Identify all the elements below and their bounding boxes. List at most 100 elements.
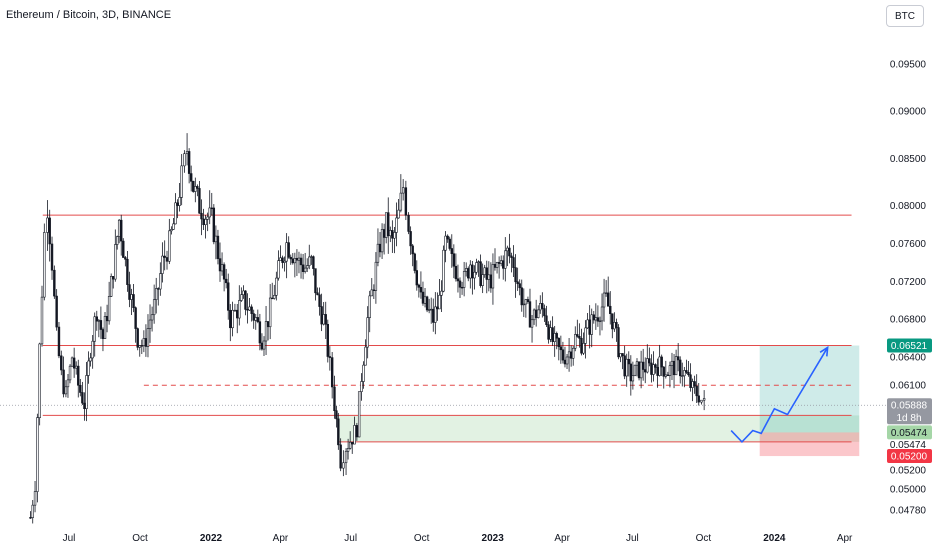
candle-body-50	[136, 328, 139, 348]
candle-body-226	[506, 247, 509, 252]
candle-body-2	[33, 491, 37, 506]
y-tick-label-4: 0.07600	[890, 239, 927, 250]
y-tick-label-8: 0.06100	[890, 381, 927, 392]
candle-body-237	[528, 301, 532, 328]
candle-body-114	[271, 297, 274, 300]
candle-body-20	[75, 365, 78, 369]
candle-body-321	[702, 398, 706, 401]
candle-body-43	[122, 240, 125, 258]
x-tick-label-8: Jul	[626, 533, 639, 544]
candle-body-291	[639, 361, 643, 379]
candle-body-147	[339, 444, 342, 469]
candle-body-134	[312, 256, 315, 269]
candle-body-21	[77, 365, 80, 386]
candle-body-32	[99, 320, 103, 330]
candle-body-170	[389, 230, 392, 237]
time-axis[interactable]: Jul Oct 2022 Apr Jul Oct 2023 Apr Jul Oct 2024 Apr	[63, 533, 853, 544]
current-price-label-countdown: 1d 8h	[896, 413, 921, 424]
candle-body-224	[502, 260, 505, 269]
candle-body-1	[31, 504, 34, 518]
candle-body-47	[130, 294, 133, 300]
candle-body-184	[419, 287, 423, 293]
candle-body-189	[430, 308, 433, 311]
candle-body-16	[66, 379, 70, 388]
candle-body-283	[623, 355, 626, 377]
candle-body-72	[183, 153, 186, 167]
candle-body-268	[592, 314, 595, 321]
candle-body-310	[679, 359, 682, 377]
candle-body-108	[258, 321, 262, 344]
candle-body-206	[464, 268, 468, 272]
candle-body-136	[316, 292, 319, 296]
candle-body-303	[664, 374, 668, 377]
candle-body-59	[155, 288, 158, 300]
candle-body-10	[53, 269, 56, 297]
candle-body-208	[469, 264, 472, 279]
candle-body-229	[512, 257, 515, 268]
candle-body-243	[541, 303, 544, 309]
candle-body-45	[126, 258, 129, 285]
entry-price-label: 0.05474	[891, 428, 928, 439]
candle-body-218	[489, 274, 493, 289]
candle-body-89	[218, 258, 222, 272]
candle-body-298	[654, 364, 657, 368]
candle-body-249	[553, 333, 556, 342]
candle-body-186	[423, 296, 427, 304]
candle-body-126	[295, 258, 299, 261]
candle-body-293	[644, 369, 647, 373]
candle-body-125	[293, 258, 297, 264]
candle-body-275	[606, 292, 610, 307]
candle-body-314	[687, 372, 690, 376]
candle-body-286	[629, 363, 633, 382]
candle-body-106	[254, 317, 257, 321]
candle-body-157	[362, 364, 365, 382]
candle-body-194	[440, 290, 443, 296]
candle-body-180	[411, 245, 414, 255]
candle-body-309	[676, 356, 680, 361]
candle-body-255	[565, 356, 569, 365]
candle-body-261	[578, 336, 581, 339]
candle-body-234	[522, 303, 526, 306]
level-layer	[0, 214, 886, 443]
candle-body-264	[584, 327, 587, 344]
candle-body-90	[220, 264, 224, 272]
candle-body-139	[322, 314, 325, 325]
candle-body-306	[670, 360, 674, 366]
candle-body-33	[101, 329, 105, 339]
price-axis[interactable]: 0.09500 0.09000 0.08500 0.08000 0.07600 0.072…	[887, 60, 932, 517]
candle-body-60	[157, 288, 160, 290]
candle-body-247	[549, 327, 552, 340]
candle-body-130	[303, 267, 307, 272]
candle-body-30	[95, 316, 98, 322]
candle-body-3	[36, 417, 39, 492]
y-tick-label-5: 0.07200	[890, 277, 927, 288]
candle-body-190	[432, 308, 435, 323]
candle-body-81	[202, 218, 205, 226]
projection-layer	[730, 345, 829, 444]
y-tick-label-2: 0.08500	[890, 154, 927, 165]
candle-body-143	[330, 357, 334, 388]
candle-body-183	[417, 284, 421, 288]
candle-body-262	[580, 337, 583, 354]
candle-body-246	[547, 324, 550, 340]
y-tick-label-11: 0.05000	[890, 485, 927, 496]
candle-body-27	[89, 357, 92, 362]
candle-body-111	[264, 321, 268, 342]
candle-body-44	[124, 257, 127, 260]
currency-button[interactable]: BTC	[886, 5, 924, 27]
candle-body-102	[246, 309, 249, 311]
candle-body-75	[189, 173, 193, 182]
candle-body-163	[374, 261, 378, 291]
candle-body-146	[337, 418, 340, 446]
candle-body-34	[103, 315, 107, 339]
candle-body-95	[231, 309, 234, 329]
candle-body-302	[662, 366, 665, 377]
candle-body-35	[105, 315, 109, 322]
candle-body-179	[409, 231, 412, 247]
candle-body-135	[314, 268, 317, 294]
stop-price-label: 0.05200	[891, 452, 928, 463]
candle-body-121	[285, 242, 288, 262]
candle-body-155	[357, 391, 361, 438]
candle-body-53	[142, 338, 146, 346]
